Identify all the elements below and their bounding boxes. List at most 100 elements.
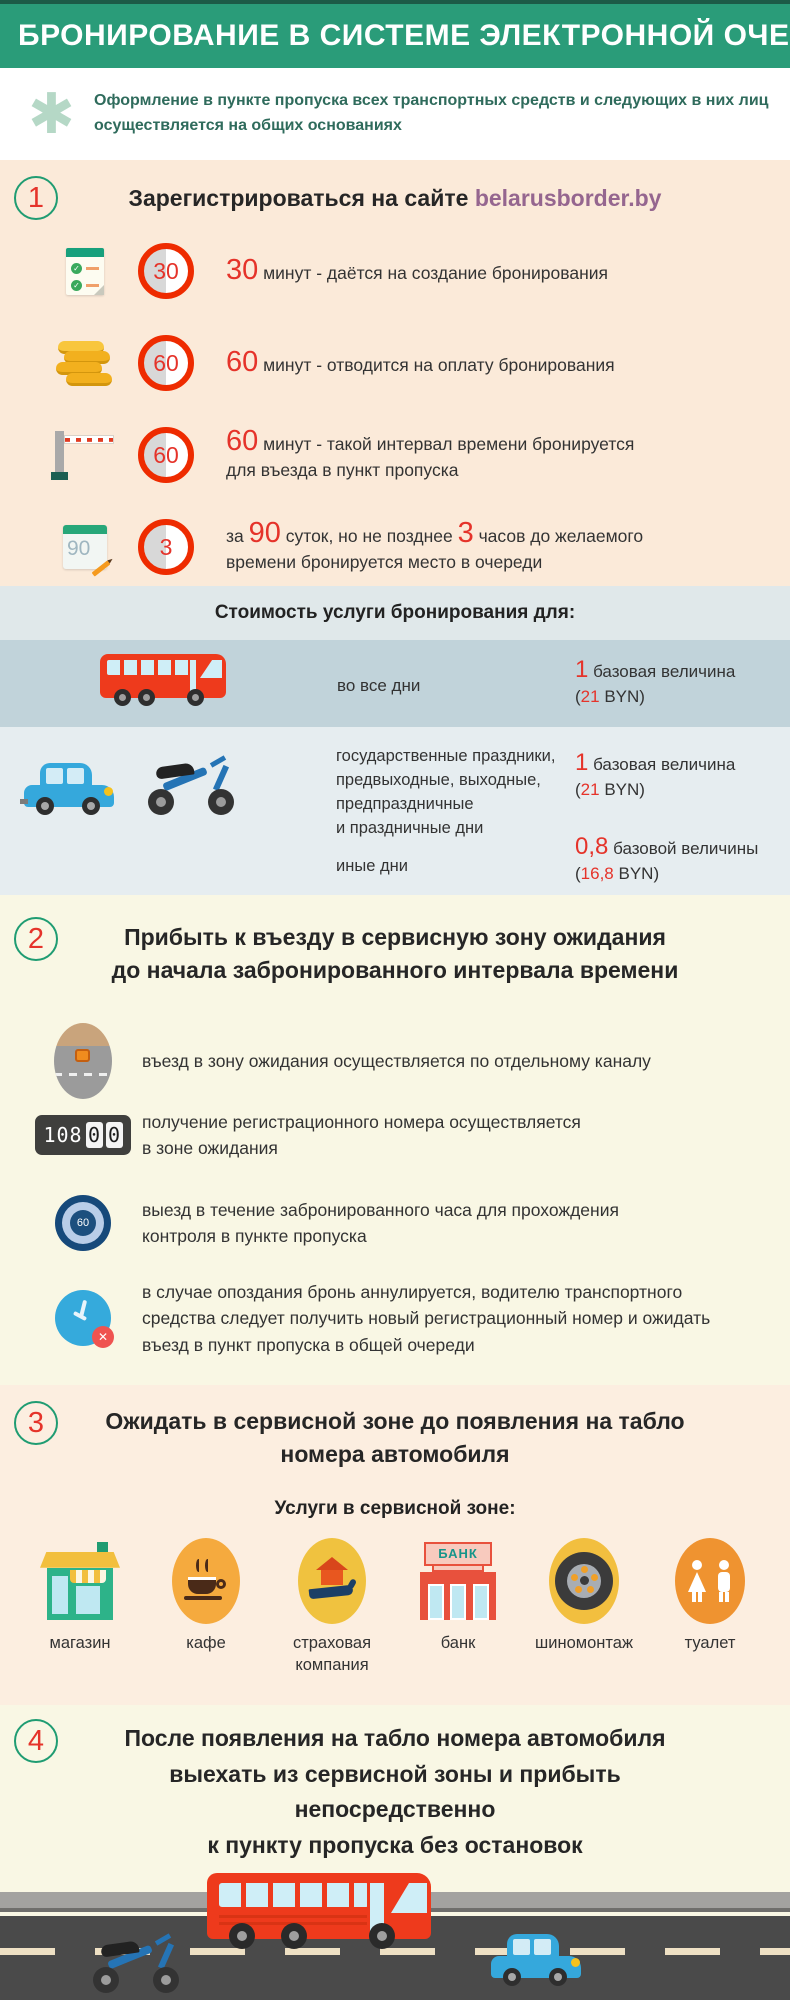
timer-30-icon: 30 — [138, 243, 194, 300]
days-value: 90 — [248, 517, 281, 550]
pricing-vehicle-row: государственные праздники, предвыходные,… — [0, 727, 790, 895]
shop-icon — [40, 1541, 120, 1620]
price-number: 1 — [575, 656, 589, 683]
step1-row-pay: 60 60 минут - отводится на оплату бронир… — [0, 317, 790, 409]
pricing-bus-row: во все дни 1 базовая величина (21 BYN) — [0, 640, 790, 727]
step1-row-advance: 90 3 за 90 суток, но не позднее 3 часов … — [0, 501, 790, 593]
row-text: часов до желаемого времени бронируется м… — [226, 526, 644, 572]
waiting-zone-road-icon — [54, 1023, 112, 1099]
cancel-x-icon: ✕ — [92, 1326, 114, 1349]
row-text: суток, но не позднее — [280, 526, 458, 547]
step4-section: 4 После появления на табло номера автомо… — [0, 1705, 790, 2000]
step1-number: 1 — [27, 181, 45, 214]
step1-title-text: Зарегистрироваться на сайте — [128, 185, 475, 211]
price-number: 0,8 — [575, 833, 609, 860]
price-unit: базовая величина — [588, 662, 736, 681]
step1-row-pay-text: 60 минут - отводится на оплату бронирова… — [226, 348, 615, 378]
calendar-90-icon: 90 — [63, 525, 111, 577]
timer-value: 3 — [159, 533, 173, 560]
step2-title: Прибыть к въезду в сервисную зону ожидан… — [111, 924, 679, 984]
price-paren: ( — [575, 863, 581, 883]
step4-title: После появления на табло номера автомоби… — [124, 1725, 666, 1858]
step1-number-badge: 1 — [14, 176, 58, 220]
step1-row-create: ✓ ✓ 30 30 минут - даётся на создание бро… — [0, 225, 790, 317]
car-illustration — [491, 1934, 581, 1986]
row-text: минут - такой интервал времени бронирует… — [226, 434, 635, 480]
timer-60-icon: 60 — [138, 335, 194, 392]
pricing-header: Стоимость услуги бронирования для: — [0, 586, 790, 640]
step1-row-create-text: 30 минут - даётся на создание бронирован… — [226, 256, 608, 286]
price-unit: базовой величины — [608, 839, 759, 858]
other-days-price: 0,8 базовой величины (16,8 BYN) — [575, 835, 780, 886]
item-text: въезд в зону ожидания осуществляется по … — [142, 1050, 651, 1071]
insurance-icon — [298, 1537, 366, 1624]
bank-sign: БАНК — [424, 1541, 492, 1566]
row-text: минут - отводится на оплату бронирования — [258, 355, 615, 376]
step4-number-badge: 4 — [14, 1719, 58, 1763]
intro-text: Оформление в пункте пропуска всех трансп… — [94, 92, 769, 134]
intro-note: ✱ Оформление в пункте пропуска всех тран… — [0, 68, 790, 160]
tire-service-icon — [549, 1537, 619, 1624]
service-label: банк — [440, 1633, 476, 1652]
service-tire: шиномонтаж — [524, 1536, 644, 1677]
other-days-label: иные дни — [336, 857, 408, 875]
service-label: кафе — [186, 1633, 226, 1652]
price-paren: ( — [575, 779, 581, 799]
price-byn: 21 — [580, 779, 600, 799]
service-label: магазин — [49, 1633, 111, 1652]
item-text: выезд в течение забронированного часа дл… — [142, 1199, 619, 1246]
service-label: страховая компания — [292, 1633, 372, 1674]
item-text: в случае опоздания бронь аннулируется, в… — [142, 1282, 711, 1355]
bank-icon: БАНК — [420, 1541, 496, 1620]
timer-value: 60 — [153, 349, 179, 376]
bus-icon — [100, 654, 226, 706]
step3-number: 3 — [27, 1406, 45, 1439]
price-byn: 16,8 — [580, 863, 614, 883]
service-cafe: кафе — [146, 1536, 266, 1677]
belarusborder-link[interactable]: belarusborder.by — [474, 185, 662, 211]
counter-flip-digit: 0 — [85, 1122, 103, 1149]
step1-title: Зарегистрироваться на сайте belarusborde… — [0, 182, 790, 215]
counter-flip-digit: 0 — [105, 1122, 123, 1149]
item-text: получение регистрационного номера осущес… — [142, 1112, 581, 1159]
calendar-days: 90 — [67, 537, 91, 561]
bus-price: 1 базовая величина (21 BYN) — [575, 658, 780, 709]
late-clock-icon: ✕ — [55, 1290, 114, 1349]
step2-item-late: ✕ в случае опоздания бронь аннулируется,… — [0, 1279, 710, 1358]
step2-number: 2 — [27, 922, 45, 955]
service-toilet: туалет — [650, 1536, 770, 1677]
price-paren: BYN) — [599, 686, 645, 706]
registration-counter-icon: 108 0 0 — [35, 1115, 131, 1156]
step3-title: Ожидать в сервисной зоне до появления на… — [105, 1408, 685, 1468]
service-shop: магазин — [20, 1536, 140, 1677]
toilet-icon — [675, 1537, 745, 1624]
services-title: Услуги в сервисной зоне: — [274, 1497, 516, 1519]
bus-days-label: во все дни — [337, 676, 421, 695]
minutes-value: 60 — [226, 346, 259, 379]
step2-section: 2 Прибыть к въезду в сервисную зону ожид… — [0, 895, 790, 1385]
timer-60-icon: 60 — [138, 427, 194, 484]
price-unit: базовая величина — [588, 755, 736, 774]
timer-3-icon: 3 — [138, 519, 194, 576]
step1-rows: ✓ ✓ 30 30 минут - даётся на создание бро… — [0, 225, 790, 593]
row-text: минут - даётся на создание бронирования — [258, 263, 609, 284]
header-bar: БРОНИРОВАНИЕ В СИСТЕМЕ ЭЛЕКТРОННОЙ ОЧЕРЕ… — [0, 0, 790, 68]
step4-number: 4 — [27, 1724, 45, 1757]
cafe-icon — [172, 1537, 240, 1624]
coins-icon — [56, 339, 114, 387]
gauge-60-icon: 60 — [55, 1195, 111, 1251]
service-label: шиномонтаж — [535, 1633, 633, 1652]
step1-row-advance-text: за 90 суток, но не позднее 3 часов до же… — [226, 519, 643, 575]
service-insurance: страховая компания — [272, 1536, 392, 1677]
price-paren: BYN) — [599, 779, 645, 799]
step2-item-channel: въезд в зону ожидания осуществляется по … — [0, 1023, 651, 1099]
counter-digits: 108 — [43, 1123, 83, 1148]
bus-illustration — [207, 1873, 431, 1949]
motorcycle-icon — [148, 755, 234, 815]
road-lane-markings — [0, 1948, 790, 1955]
price-paren: ( — [575, 686, 581, 706]
service-label: туалет — [684, 1633, 736, 1652]
motorcycle-illustration — [93, 1933, 179, 1993]
step1-row-interval-text: 60 минут - такой интервал времени бронир… — [226, 427, 634, 483]
